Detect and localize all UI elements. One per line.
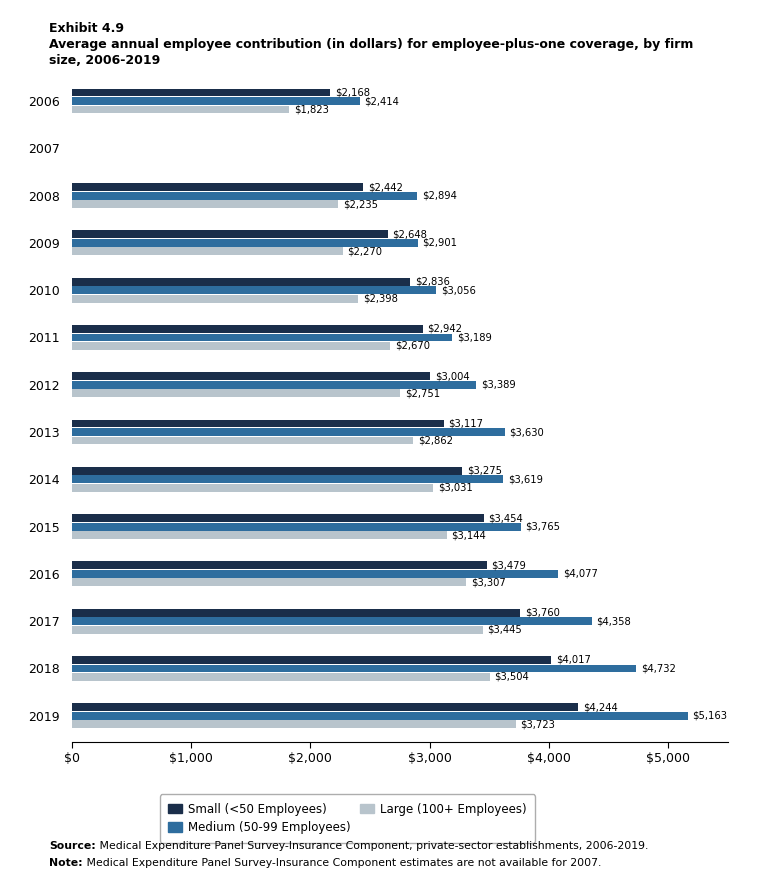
Bar <box>72 712 688 720</box>
Text: $3,630: $3,630 <box>509 427 544 437</box>
Bar <box>72 97 360 105</box>
Text: $2,270: $2,270 <box>347 246 382 256</box>
Bar <box>72 88 330 96</box>
Bar <box>72 532 446 539</box>
Text: $2,942: $2,942 <box>428 324 462 334</box>
Bar <box>72 239 418 247</box>
Text: size, 2006-2019: size, 2006-2019 <box>49 54 161 67</box>
Bar <box>72 484 434 492</box>
Text: $2,235: $2,235 <box>343 200 378 209</box>
Text: $3,454: $3,454 <box>489 513 523 523</box>
Bar <box>72 523 521 531</box>
Bar <box>72 342 390 350</box>
Text: $3,389: $3,389 <box>481 380 515 389</box>
Text: Source:: Source: <box>49 841 96 850</box>
Bar <box>72 475 503 483</box>
Bar <box>72 562 487 570</box>
Text: Medical Expenditure Panel Survey-Insurance Component, private-sector establishme: Medical Expenditure Panel Survey-Insuran… <box>96 841 648 850</box>
Bar <box>72 295 358 303</box>
Bar <box>72 617 591 625</box>
Text: $3,056: $3,056 <box>441 285 476 295</box>
Text: Medical Expenditure Panel Survey-Insurance Component estimates are not available: Medical Expenditure Panel Survey-Insuran… <box>83 858 601 868</box>
Bar <box>72 665 636 672</box>
Text: $3,189: $3,189 <box>457 333 492 343</box>
Text: $3,765: $3,765 <box>525 522 561 532</box>
Text: Average annual employee contribution (in dollars) for employee-plus-one coverage: Average annual employee contribution (in… <box>49 38 694 51</box>
Text: Note:: Note: <box>49 858 83 868</box>
Bar <box>72 626 483 634</box>
Text: $3,117: $3,117 <box>449 419 484 428</box>
Text: $3,619: $3,619 <box>508 474 543 484</box>
Bar <box>72 514 484 522</box>
Bar <box>72 192 417 200</box>
Bar <box>72 325 423 333</box>
Bar <box>72 578 466 586</box>
Text: $2,751: $2,751 <box>405 389 440 398</box>
Text: $3,760: $3,760 <box>525 608 560 617</box>
Bar <box>72 373 430 381</box>
Bar <box>72 436 413 444</box>
Text: $2,670: $2,670 <box>395 341 430 351</box>
Bar <box>72 673 490 681</box>
Bar <box>72 419 443 427</box>
Text: $4,077: $4,077 <box>562 569 598 579</box>
Bar <box>72 230 387 238</box>
Bar <box>72 703 578 711</box>
Bar <box>72 428 505 436</box>
Text: $3,504: $3,504 <box>494 672 529 682</box>
Text: $1,823: $1,823 <box>294 104 329 115</box>
Bar <box>72 247 343 255</box>
Text: $3,723: $3,723 <box>521 720 556 729</box>
Text: $3,307: $3,307 <box>471 577 506 587</box>
Text: $2,442: $2,442 <box>368 182 402 192</box>
Text: $4,244: $4,244 <box>583 702 618 713</box>
Text: $2,894: $2,894 <box>421 191 456 200</box>
Text: $3,004: $3,004 <box>435 371 469 381</box>
Bar <box>72 721 516 728</box>
Text: $2,862: $2,862 <box>418 435 453 446</box>
Bar <box>72 656 551 664</box>
Text: $3,031: $3,031 <box>438 483 473 493</box>
Text: $4,017: $4,017 <box>556 655 590 665</box>
Bar <box>72 467 462 475</box>
Text: $3,144: $3,144 <box>452 530 487 540</box>
Text: $2,901: $2,901 <box>423 238 458 248</box>
Bar <box>72 286 437 294</box>
Bar <box>72 381 476 389</box>
Bar <box>72 389 400 397</box>
Text: $4,358: $4,358 <box>597 616 631 626</box>
Bar <box>72 608 520 616</box>
Legend: Small (<50 Employees), Medium (50-99 Employees), Large (100+ Employees): Small (<50 Employees), Medium (50-99 Emp… <box>160 795 535 842</box>
Bar <box>72 183 363 191</box>
Text: Exhibit 4.9: Exhibit 4.9 <box>49 22 124 35</box>
Text: $5,163: $5,163 <box>692 711 727 721</box>
Text: $4,732: $4,732 <box>641 663 676 674</box>
Text: $3,479: $3,479 <box>491 561 526 570</box>
Text: $2,836: $2,836 <box>415 276 449 287</box>
Text: $3,445: $3,445 <box>487 624 522 635</box>
Bar <box>72 334 453 342</box>
Text: $2,414: $2,414 <box>365 96 399 106</box>
Bar <box>72 570 558 577</box>
Bar <box>72 200 339 208</box>
Text: $2,398: $2,398 <box>362 294 397 304</box>
Bar <box>72 106 290 114</box>
Text: $2,648: $2,648 <box>393 230 428 239</box>
Text: $3,275: $3,275 <box>467 466 503 476</box>
Bar <box>72 278 410 285</box>
Text: $2,168: $2,168 <box>335 87 370 97</box>
